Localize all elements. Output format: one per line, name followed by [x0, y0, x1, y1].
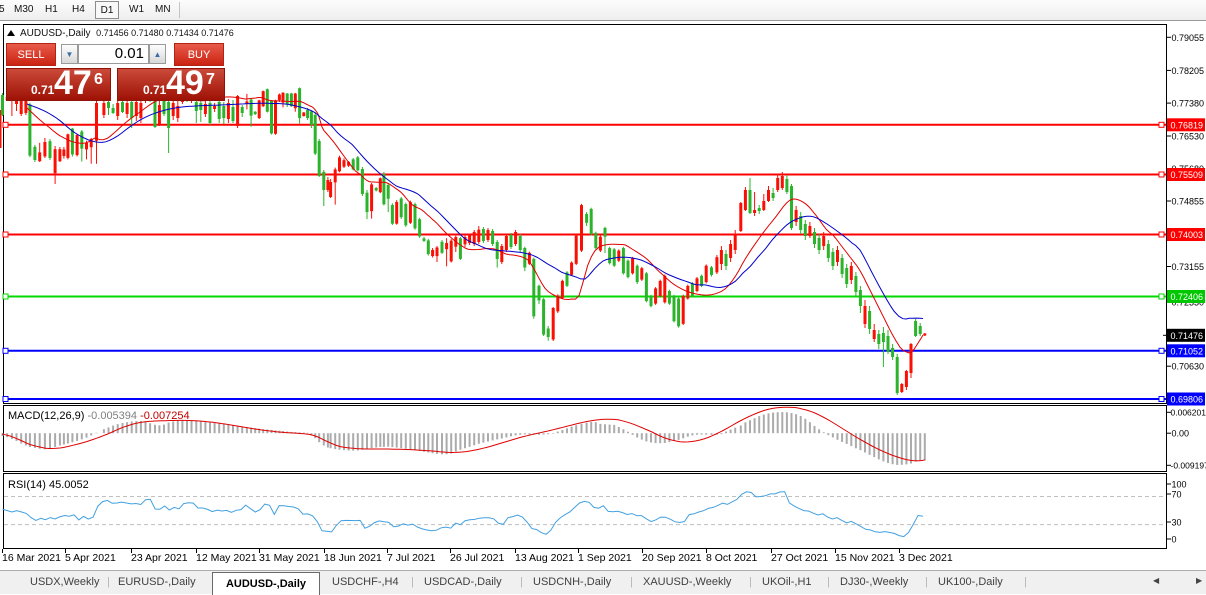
- svg-text:30: 30: [1172, 518, 1182, 528]
- svg-text:12 May 2021: 12 May 2021: [196, 552, 257, 564]
- svg-text:0.00: 0.00: [1172, 429, 1190, 439]
- svg-text:23 Apr 2021: 23 Apr 2021: [131, 552, 188, 564]
- svg-text:27 Oct 2021: 27 Oct 2021: [771, 552, 828, 564]
- svg-text:0.006201: 0.006201: [1171, 408, 1206, 418]
- svg-text:-0.009197: -0.009197: [1171, 461, 1206, 471]
- svg-text:0.69806: 0.69806: [1171, 395, 1204, 405]
- svg-text:0.72406: 0.72406: [1171, 292, 1204, 302]
- svg-text:70: 70: [1172, 490, 1182, 500]
- svg-text:0.71052: 0.71052: [1171, 346, 1204, 356]
- svg-text:0.79055: 0.79055: [1172, 33, 1205, 43]
- svg-text:20 Sep 2021: 20 Sep 2021: [642, 552, 702, 564]
- svg-text:0.76819: 0.76819: [1171, 120, 1204, 130]
- svg-text:7 Jul 2021: 7 Jul 2021: [387, 552, 436, 564]
- svg-text:26 Jul 2021: 26 Jul 2021: [450, 552, 504, 564]
- svg-text:13 Aug 2021: 13 Aug 2021: [515, 552, 574, 564]
- svg-text:0.74855: 0.74855: [1172, 197, 1205, 207]
- svg-text:100: 100: [1172, 480, 1187, 490]
- svg-text:31 May 2021: 31 May 2021: [259, 552, 320, 564]
- svg-text:0: 0: [1172, 535, 1177, 545]
- svg-text:18 Jun 2021: 18 Jun 2021: [324, 552, 382, 564]
- svg-text:0.76530: 0.76530: [1172, 132, 1205, 142]
- svg-text:16 Mar 2021: 16 Mar 2021: [2, 552, 61, 564]
- svg-text:MACD(12,26,9) -0.005394 -0.007: MACD(12,26,9) -0.005394 -0.007254: [8, 410, 190, 422]
- svg-text:8 Oct 2021: 8 Oct 2021: [706, 552, 758, 564]
- svg-text:0.78205: 0.78205: [1172, 66, 1205, 76]
- svg-text:5 Apr 2021: 5 Apr 2021: [65, 552, 116, 564]
- svg-text:0.75509: 0.75509: [1171, 170, 1204, 180]
- svg-text:3 Dec 2021: 3 Dec 2021: [899, 552, 953, 564]
- svg-text:0.74003: 0.74003: [1171, 230, 1204, 240]
- svg-text:1 Sep 2021: 1 Sep 2021: [578, 552, 632, 564]
- svg-text:0.71476: 0.71476: [1171, 331, 1204, 341]
- svg-text:0.77380: 0.77380: [1172, 99, 1205, 109]
- svg-text:RSI(14) 45.0052: RSI(14) 45.0052: [8, 479, 89, 491]
- svg-text:0.73155: 0.73155: [1172, 262, 1205, 272]
- svg-text:0.70630: 0.70630: [1172, 362, 1205, 372]
- svg-text:15 Nov 2021: 15 Nov 2021: [835, 552, 895, 564]
